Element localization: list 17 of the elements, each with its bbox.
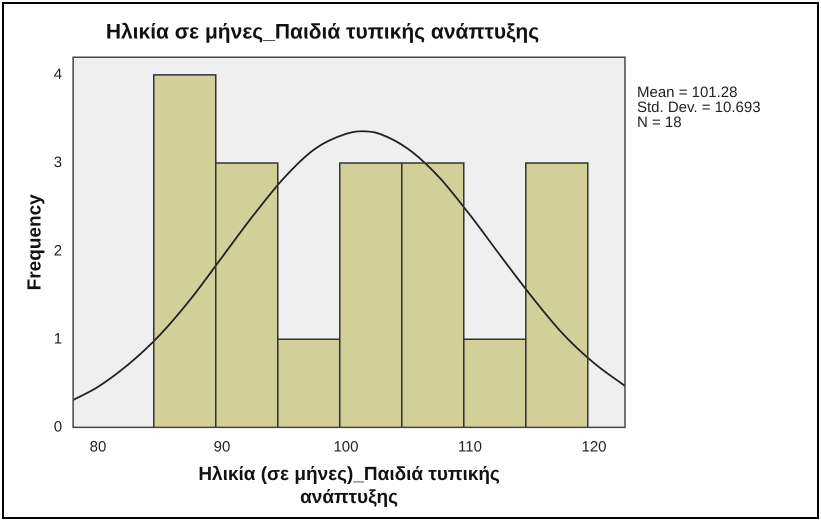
y-tick-label: 3 bbox=[54, 154, 62, 172]
x-tick-label: 100 bbox=[333, 438, 358, 456]
text: Std. Dev. = 10.693 bbox=[637, 98, 761, 116]
y-axis-title: Frequency bbox=[24, 194, 46, 290]
y-tick-label: 2 bbox=[54, 242, 62, 260]
y-tick-label: 1 bbox=[54, 330, 62, 348]
x-tick-label: 110 bbox=[458, 438, 482, 456]
x-tick-label: 120 bbox=[581, 438, 607, 456]
line-series bbox=[73, 130, 625, 401]
x-tick-label: 80 bbox=[90, 438, 106, 456]
x-tick-label: 90 bbox=[214, 438, 230, 456]
y-tick-label: 4 bbox=[54, 66, 62, 83]
text: Mean = 101.28 bbox=[637, 84, 738, 101]
chart-title: Ηλικία σε μήνες_Παιδιά τυπικής ανάπτυξης bbox=[106, 20, 540, 44]
y-tick-label: 0 bbox=[54, 418, 62, 436]
x-axis-title: Ηλικία (σε μήνες)_Παιδιά τυπικής ανάπτυξης bbox=[198, 464, 500, 508]
text: N = 18 bbox=[637, 114, 682, 131]
